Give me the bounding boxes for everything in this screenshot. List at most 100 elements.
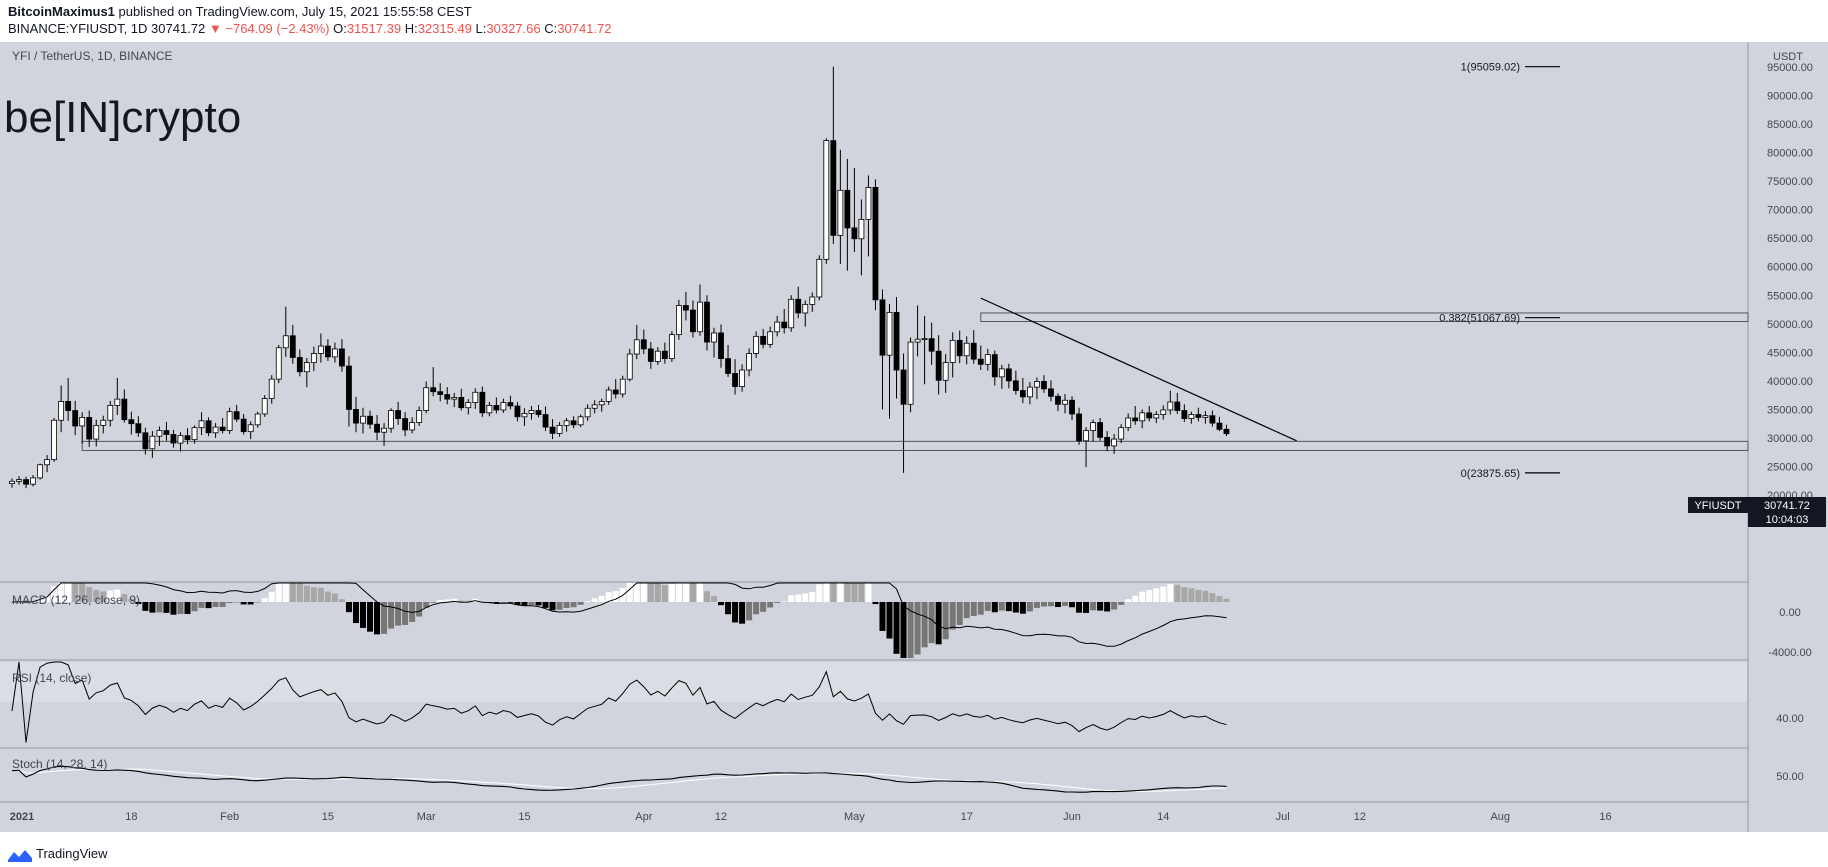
macd-histogram-bar [416, 602, 423, 617]
candle-body [353, 408, 359, 424]
macd-histogram-bar [500, 602, 507, 603]
fib-levels[interactable]: 1(95059.02) 0.382(51067.69) 0(23875.65) [1439, 62, 1560, 480]
candle-body [1216, 422, 1223, 430]
candle-body [261, 398, 268, 415]
price-axis-background[interactable] [1748, 42, 1828, 832]
macd-histogram-bar [100, 591, 107, 602]
macd-histogram-bar [675, 583, 682, 602]
candle-body [654, 350, 661, 362]
last-price-tag: 30741.72 [1764, 500, 1810, 512]
macd-histogram-bar [928, 602, 935, 644]
macd-line [11, 582, 1227, 647]
candle-body [100, 419, 107, 426]
publisher-line: BitcoinMaximus1 published on TradingView… [8, 4, 472, 19]
macd-histogram-bar [1054, 602, 1061, 608]
macd-histogram-bar [788, 595, 795, 602]
trendline[interactable] [980, 297, 1297, 442]
candle-body [1062, 399, 1068, 405]
price-axis-ticks: 95000.00 90000.00 85000.00 80000.00 75000.00… [1767, 62, 1813, 502]
candle-body [935, 350, 942, 381]
tradingview-brand[interactable]: TradingView [8, 846, 108, 862]
macd-histogram-bar [338, 599, 345, 602]
candle-body [956, 339, 963, 357]
macd-histogram-bar [331, 593, 338, 602]
candle-body [535, 410, 542, 415]
candle-body [37, 464, 43, 479]
macd-histogram-bar [72, 583, 79, 602]
macd-histogram-bar [816, 584, 823, 602]
macd-histogram-bar [1181, 587, 1188, 602]
macd-histogram-bar [703, 591, 710, 602]
candle-body [795, 298, 802, 314]
candle-body [886, 311, 893, 356]
macd-histogram-bar [507, 602, 514, 603]
symbol-tag-bg [1688, 497, 1748, 513]
macd-histogram-bar [739, 602, 746, 624]
candle-body [577, 416, 584, 426]
macd-histogram-bar [219, 602, 226, 607]
candle-body [177, 435, 184, 444]
candle-body [514, 405, 521, 418]
macd-histogram-bar [802, 593, 809, 602]
macd-histogram-bar [324, 591, 331, 602]
publisher-name[interactable]: BitcoinMaximus1 [8, 4, 115, 19]
macd-histogram-bar [1083, 602, 1090, 613]
macd-histogram-bar [1174, 584, 1181, 602]
macd-histogram-bar [949, 602, 956, 630]
candle-body [837, 189, 844, 236]
candle-body [149, 435, 156, 450]
candle-body [86, 416, 93, 440]
macd-histogram-bar [605, 592, 612, 602]
macd-histogram-bar [1005, 602, 1012, 612]
macd-histogram-bar [1104, 602, 1111, 612]
candle-body [725, 358, 731, 374]
price-tick-label: 90000.00 [1767, 91, 1813, 103]
candle-body [1188, 414, 1195, 419]
candle-body [135, 423, 142, 434]
candle-body [1055, 395, 1061, 405]
close-value: 30741.72 [557, 21, 612, 36]
macd-histogram-bar [977, 602, 984, 615]
macd-histogram-bar [1040, 602, 1047, 607]
macd-histogram-bar [598, 595, 605, 602]
candle-body [739, 369, 745, 387]
candle-body [893, 311, 900, 371]
candle-body [233, 411, 240, 420]
macd-histogram-bar [170, 602, 177, 615]
macd-histogram-bar [612, 591, 619, 602]
fib-level-label: 1(95059.02) [1461, 62, 1520, 74]
macd-histogram-bar [437, 600, 444, 602]
low-label: L: [475, 21, 487, 36]
macd-histogram-bar [661, 585, 668, 602]
close-label: C: [544, 21, 558, 36]
candle-body [240, 418, 247, 433]
candle-body [212, 426, 219, 434]
candle-body [409, 422, 416, 431]
candle-body [388, 410, 394, 429]
candle-body [907, 341, 914, 405]
macd-histogram-bar [1069, 602, 1076, 608]
candle-body [486, 405, 493, 414]
candle-body [79, 416, 86, 427]
candle-body [121, 398, 128, 421]
macd-histogram-bar [367, 602, 374, 632]
candle-body [704, 301, 710, 343]
rsi-pane [11, 661, 1227, 743]
price-chart[interactable]: YFI / TetherUS, 1D, BINANCE be[IN]crypto… [0, 42, 1828, 842]
macd-histogram-bar [591, 598, 598, 602]
footer-brand: TradingView [36, 846, 108, 861]
macd-histogram-bar [268, 591, 275, 602]
candle-body [58, 401, 65, 421]
macd-histogram-bar [1160, 586, 1167, 602]
candle-body [156, 430, 163, 437]
candle-body [1076, 413, 1082, 442]
candle-body [1019, 390, 1026, 398]
candle-body [823, 140, 830, 260]
candle-body [697, 301, 703, 333]
candle-body [668, 334, 675, 360]
macd-pane [9, 582, 1230, 658]
indicator-tick-label: -4000.00 [1768, 647, 1811, 659]
candle-body [584, 407, 591, 418]
candle-body [781, 321, 788, 329]
candle-body [563, 420, 570, 426]
